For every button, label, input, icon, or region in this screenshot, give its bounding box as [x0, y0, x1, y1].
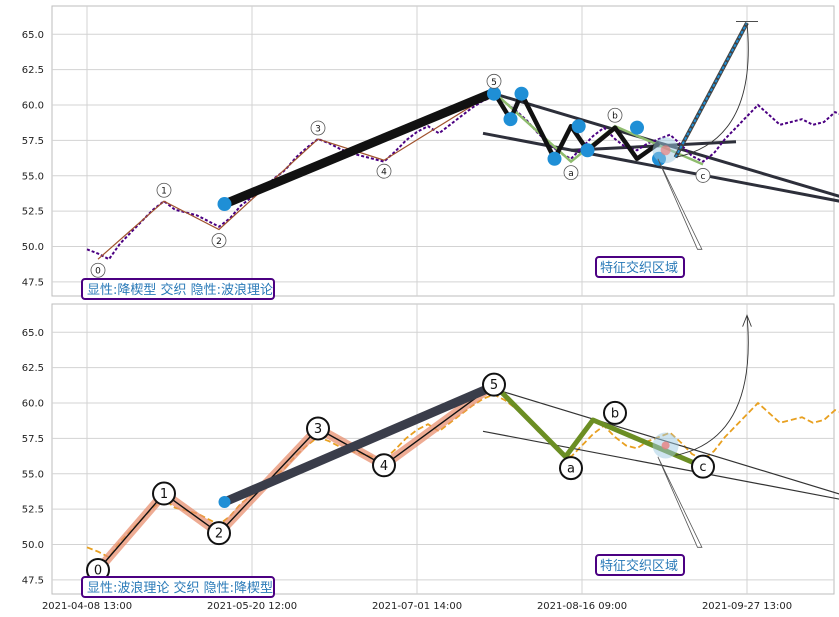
pivot-dot — [503, 112, 518, 127]
wave-label-circle — [563, 165, 579, 181]
bottom-panel: 47.5 50.0 52.5 55.0 57.5 60.0 62.5 65.0 2021-04… — [22, 303, 839, 612]
trend-start-dot — [218, 496, 231, 509]
y-tick-label: 62.5 — [22, 363, 44, 374]
wave-label: 2 — [216, 237, 222, 247]
wave-label: 5 — [491, 78, 497, 88]
wave-label: 5 — [490, 378, 498, 393]
x-tick-label: 2021-04-08 13:00 — [42, 601, 132, 612]
corrective-leg-line — [492, 382, 704, 470]
wedge-upper-line — [493, 388, 839, 495]
top-annotation-box: 显性:降楔型 交织 隐性:波浪理论 — [81, 278, 275, 300]
bottom-x-tick-labels: 2021-04-08 13:00 2021-05-20 12:00 2021-07-… — [42, 601, 792, 612]
price-series-line — [86, 95, 839, 261]
wave-label-circle — [152, 481, 176, 506]
y-tick-label: 60.0 — [22, 399, 44, 410]
y-tick-label: 50.0 — [22, 242, 44, 253]
pivot-dot — [571, 119, 586, 134]
wave-label: c — [699, 460, 706, 475]
wave-label-circle — [691, 454, 715, 479]
wedge-upper-line — [493, 92, 839, 198]
x-tick-label: 2021-07-01 14:00 — [372, 601, 462, 612]
projection-arc — [675, 22, 749, 158]
y-tick-label: 57.5 — [22, 136, 44, 147]
wave-label-circle — [372, 453, 396, 478]
projection-arc — [675, 315, 749, 456]
top-annotation-text: 显性:降楔型 交织 隐性:波浪理论 — [87, 282, 273, 298]
pivot-dot — [580, 143, 595, 158]
y-tick-label: 47.5 — [22, 277, 44, 288]
wave-label-circle — [376, 163, 392, 179]
wave-label-circle — [156, 182, 172, 198]
x-tick-label: 2021-05-20 12:00 — [207, 601, 297, 612]
wave-label-circle — [482, 372, 506, 397]
wave-label: c — [701, 172, 706, 182]
x-tick-label: 2021-08-16 09:00 — [537, 601, 627, 612]
top-callout-text: 特征交织区域 — [600, 260, 678, 276]
wave-label: 1 — [160, 487, 168, 502]
bottom-plot-frame — [51, 303, 835, 595]
callout-pointer — [657, 456, 703, 548]
wave-label: a — [567, 462, 575, 477]
y-tick-label: 55.0 — [22, 469, 44, 480]
bottom-chart-marks: 0 1 2 3 4 5 a b c — [86, 314, 839, 582]
wave-label-circle — [306, 416, 330, 441]
wave-label-circle — [603, 400, 627, 425]
pivot-dot — [487, 86, 501, 101]
wave-label: 4 — [381, 168, 387, 178]
y-tick-label: 65.0 — [22, 30, 44, 41]
wave-label: 0 — [95, 267, 101, 277]
top-plot-frame — [51, 5, 835, 297]
y-tick-label: 60.0 — [22, 101, 44, 112]
y-tick-label: 57.5 — [22, 434, 44, 445]
top-y-tick-labels: 47.5 50.0 52.5 55.0 57.5 60.0 62.5 65.0 — [22, 30, 44, 289]
wave-label-circle — [486, 73, 502, 89]
wave-label-circle — [90, 262, 106, 278]
thick-trend-line — [222, 88, 496, 209]
y-tick-label: 47.5 — [22, 575, 44, 586]
thick-trend-line — [222, 381, 496, 507]
wave-label-circle — [310, 120, 326, 136]
y-tick-label: 62.5 — [22, 65, 44, 76]
wave-label: 1 — [161, 187, 167, 197]
wave-label: 0 — [94, 563, 102, 578]
wave-label-circle — [207, 521, 231, 546]
top-panel: 47.5 50.0 52.5 55.0 57.5 60.0 62.5 65.0 0 1 2 3 4 5 a… — [22, 5, 839, 300]
wave-label: 3 — [314, 422, 322, 437]
pivot-dot — [630, 120, 644, 135]
zigzag-correction-line — [492, 91, 661, 162]
bottom-annotation-box: 显性:波浪理论 交织 隐性:降楔型 — [81, 576, 275, 598]
y-tick-label: 65.0 — [22, 328, 44, 339]
y-tick-label: 52.5 — [22, 505, 44, 516]
wave-label: a — [568, 169, 574, 179]
wave-label: 3 — [315, 124, 321, 134]
pivot-dot — [217, 197, 232, 212]
projection-arrowhead — [742, 314, 752, 327]
wave-label-circle — [559, 456, 583, 481]
wave-label-circle — [607, 107, 623, 123]
highlight-core — [661, 441, 670, 450]
wave-label: 2 — [215, 527, 223, 542]
bottom-callout-text: 特征交织区域 — [600, 558, 678, 574]
bottom-annotation-text: 显性:波浪理论 交织 隐性:降楔型 — [87, 580, 273, 596]
projection-line — [674, 22, 748, 158]
bottom-y-tick-labels: 47.5 50.0 52.5 55.0 57.5 60.0 62.5 65.0 — [22, 328, 44, 587]
pivot-dot — [547, 151, 562, 166]
callout-pointer — [657, 158, 703, 250]
y-tick-label: 50.0 — [22, 540, 44, 551]
highlight-core — [660, 145, 671, 156]
x-tick-label: 2021-09-27 13:00 — [702, 601, 792, 612]
wave-label: 4 — [380, 459, 388, 474]
wave-label: b — [611, 406, 619, 421]
y-tick-label: 55.0 — [22, 171, 44, 182]
wave-label-circle — [695, 168, 711, 183]
pivot-dot — [514, 86, 529, 101]
bottom-callout-box: 特征交织区域 — [595, 554, 685, 576]
wave-label-circle — [211, 233, 227, 248]
top-callout-box: 特征交织区域 — [595, 256, 685, 278]
y-tick-label: 52.5 — [22, 207, 44, 218]
wave-label: b — [612, 112, 618, 122]
top-chart-marks: 0 1 2 3 4 5 a b c — [86, 21, 839, 278]
